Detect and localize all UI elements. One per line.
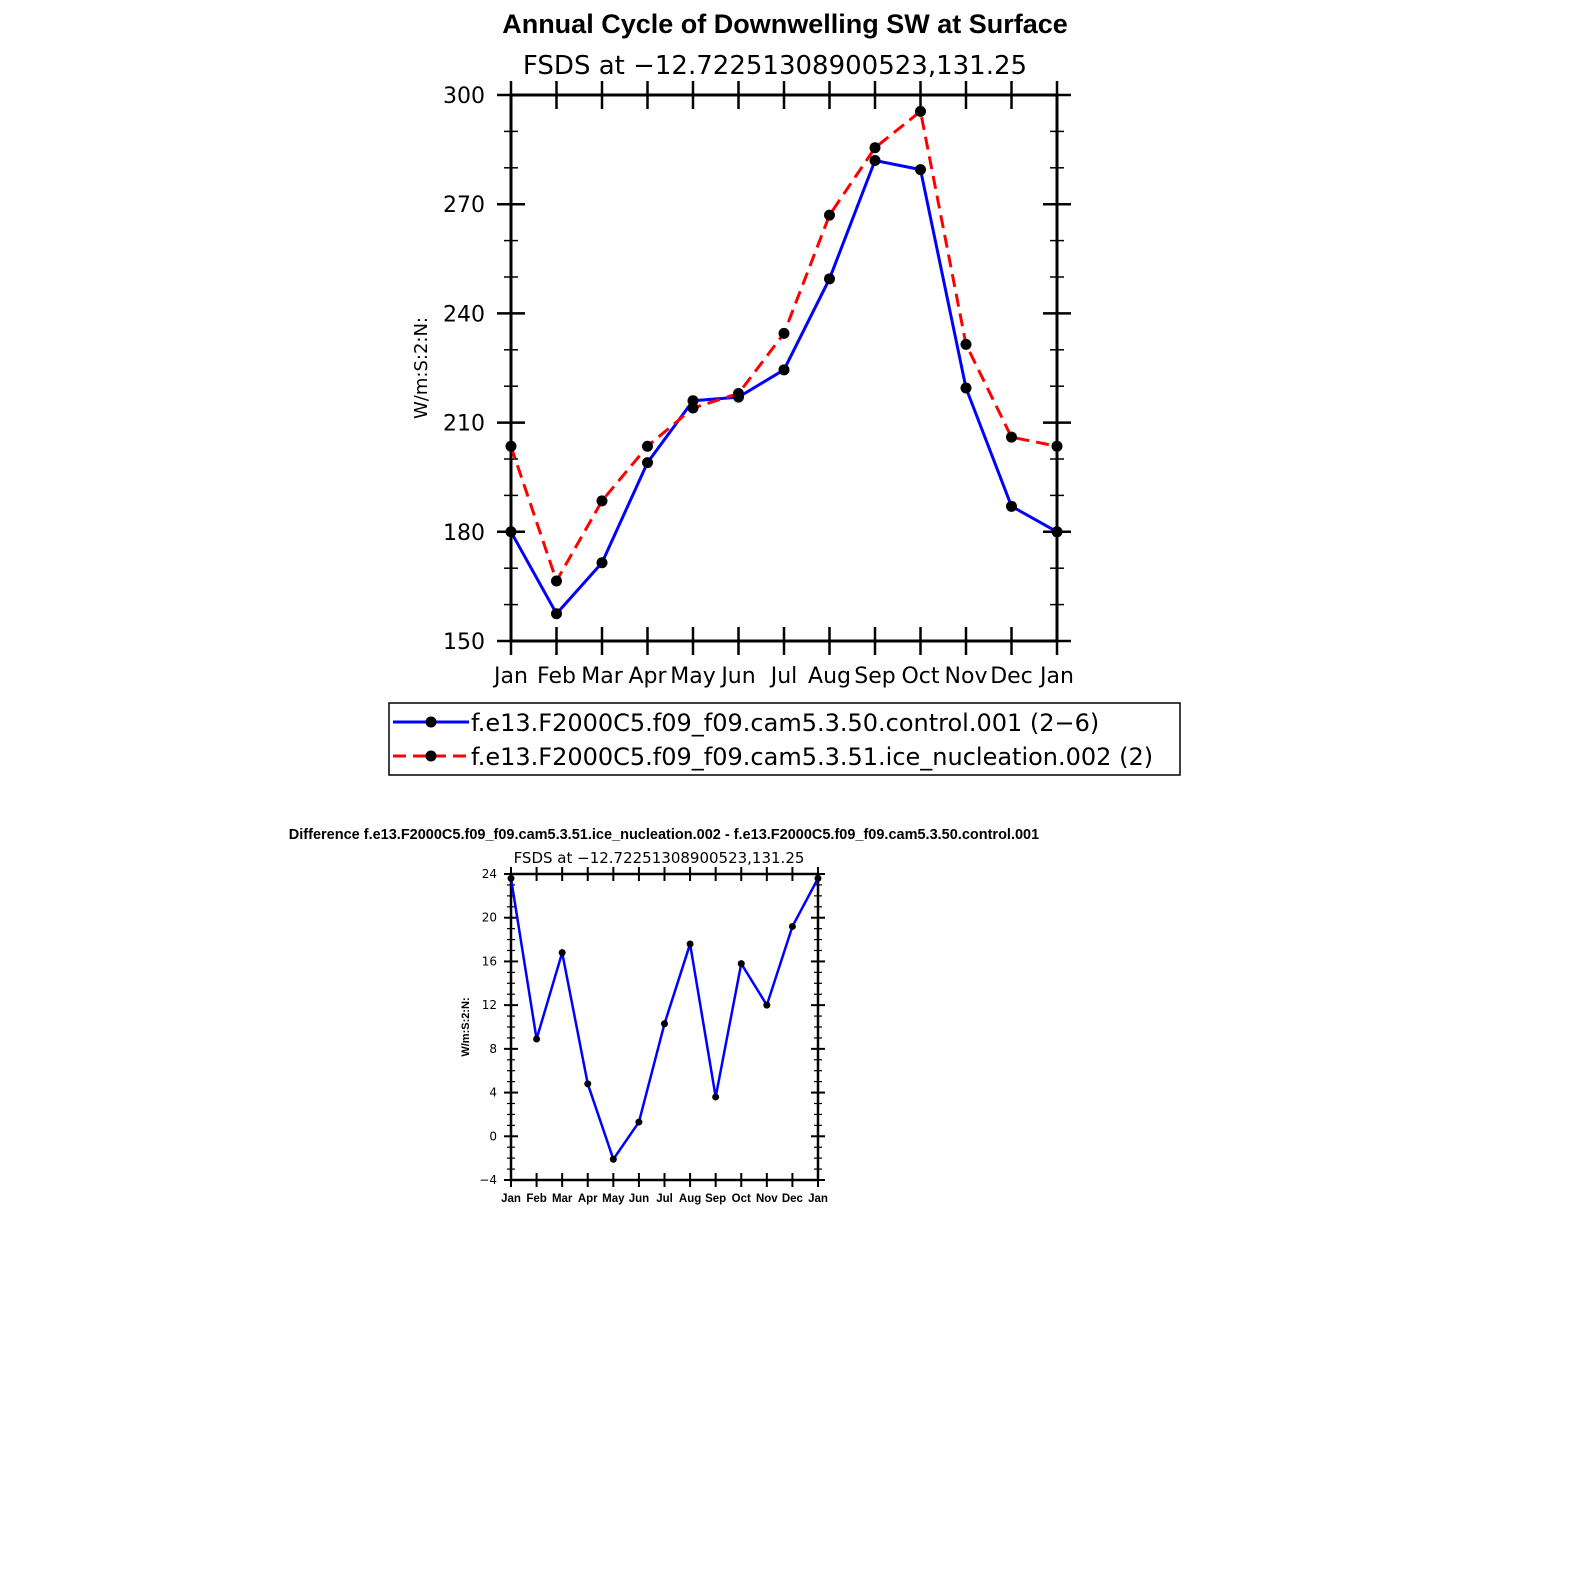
difference-line-chart: Jan Feb Mar Apr May Jun Jul Aug Sep Oct Nov Dec Jan−… (460, 867, 828, 1205)
x-tick-label: Jan (808, 1193, 828, 1205)
data-point (960, 338, 972, 350)
y-tick-label: 150 (443, 630, 485, 655)
y-tick-label: −4 (479, 1173, 497, 1187)
data-point (788, 922, 796, 930)
data-point (960, 382, 972, 394)
x-tick-label: Jan (501, 1193, 521, 1205)
data-point (869, 142, 881, 154)
y-tick-label: 180 (443, 521, 485, 546)
y-tick-label: 270 (443, 193, 485, 218)
y-tick-label: 16 (482, 954, 497, 968)
data-point (824, 209, 835, 221)
data-point (686, 940, 694, 948)
data-point (824, 273, 835, 285)
main-chart-subtitle: FSDS at −12.72251308900523,131.25 (523, 51, 1027, 81)
data-point (1006, 431, 1017, 443)
series-line-0 (509, 877, 820, 1161)
legend-box (388, 702, 1181, 776)
data-point (505, 440, 517, 452)
data-point (609, 1155, 617, 1163)
data-point (763, 1001, 771, 1009)
data-point (507, 874, 515, 882)
x-tick-label: May (670, 664, 715, 689)
y-axis-label: W/m:S:2:N: (411, 317, 432, 419)
x-tick-label: Mar (552, 1193, 573, 1205)
y-tick-label: 240 (443, 302, 485, 327)
data-point (1051, 526, 1063, 538)
y-tick-label: 300 (443, 84, 485, 109)
legend-marker-ice-nucleation (425, 750, 437, 762)
x-tick-label: Dec (782, 1193, 804, 1205)
legend-marker-control (425, 716, 437, 728)
data-point (642, 440, 653, 452)
data-point (661, 1020, 668, 1028)
main-chart-title: Annual Cycle of Downwelling SW at Surfac… (502, 9, 1068, 39)
x-tick-label: May (602, 1193, 625, 1205)
difference-chart-title: Difference f.e13.F2000C5.f09_f09.cam5.3.… (289, 827, 1039, 843)
x-tick-label: Feb (537, 664, 576, 689)
data-point (814, 874, 822, 882)
data-point (551, 608, 562, 620)
data-point (733, 387, 744, 399)
x-tick-label: Jun (719, 664, 755, 689)
main-line-chart: Jan Feb Mar Apr May Jun Jul Aug Sep Oct Nov Dec Jan1… (411, 81, 1074, 689)
difference-chart-subtitle: FSDS at −12.72251308900523,131.25 (514, 849, 805, 867)
x-tick-label: Sep (854, 664, 895, 689)
series-line-1 (509, 109, 1058, 583)
x-tick-label: Aug (679, 1193, 701, 1205)
legend-label-ice-nucleation: f.e13.F2000C5.f09_f09.cam5.3.51.ice_nucl… (471, 743, 1153, 771)
y-tick-label: 8 (489, 1042, 497, 1056)
x-tick-label: Nov (945, 664, 988, 689)
data-point (778, 327, 790, 339)
data-point (505, 526, 517, 538)
y-tick-label: 20 (482, 911, 497, 925)
x-tick-label: Mar (581, 664, 623, 689)
data-point (596, 495, 608, 507)
data-point (869, 155, 881, 167)
y-tick-label: 12 (482, 998, 497, 1012)
data-point (915, 105, 926, 117)
data-point (712, 1093, 720, 1101)
x-tick-label: Jul (656, 1193, 673, 1205)
data-point (533, 1035, 541, 1043)
series-line-0 (509, 159, 1058, 616)
data-point (915, 164, 926, 176)
data-point (642, 457, 653, 469)
x-tick-label: Jul (769, 664, 798, 689)
x-tick-label: Apr (628, 664, 667, 689)
legend-label-control: f.e13.F2000C5.f09_f09.cam5.3.50.control.… (471, 709, 1099, 737)
data-point (596, 557, 608, 569)
y-tick-label: 210 (443, 412, 485, 437)
main-chart-legend: f.e13.F2000C5.f09_f09.cam5.3.50.control.… (388, 702, 1181, 776)
x-tick-label: Oct (901, 664, 939, 689)
data-point (551, 575, 562, 587)
x-tick-label: Apr (578, 1193, 598, 1205)
data-point (1006, 500, 1017, 512)
data-point (584, 1080, 592, 1088)
x-tick-label: Dec (990, 664, 1033, 689)
y-tick-label: 4 (489, 1086, 497, 1100)
y-tick-label: 24 (482, 867, 497, 881)
data-point (558, 949, 566, 957)
data-point (778, 364, 790, 376)
x-tick-label: Jun (629, 1193, 649, 1205)
x-tick-label: Jan (1038, 664, 1074, 689)
x-tick-label: Oct (732, 1193, 751, 1205)
x-tick-label: Sep (705, 1193, 726, 1205)
y-tick-label: 0 (489, 1129, 497, 1143)
x-tick-label: Aug (808, 664, 851, 689)
data-point (737, 960, 745, 968)
data-point (1051, 440, 1063, 452)
x-tick-label: Feb (526, 1193, 546, 1205)
data-point (687, 402, 699, 414)
y-axis-label: W/m:S:2:N: (460, 997, 472, 1056)
x-tick-label: Nov (756, 1193, 778, 1205)
data-point (635, 1118, 643, 1126)
x-tick-label: Jan (492, 664, 528, 689)
